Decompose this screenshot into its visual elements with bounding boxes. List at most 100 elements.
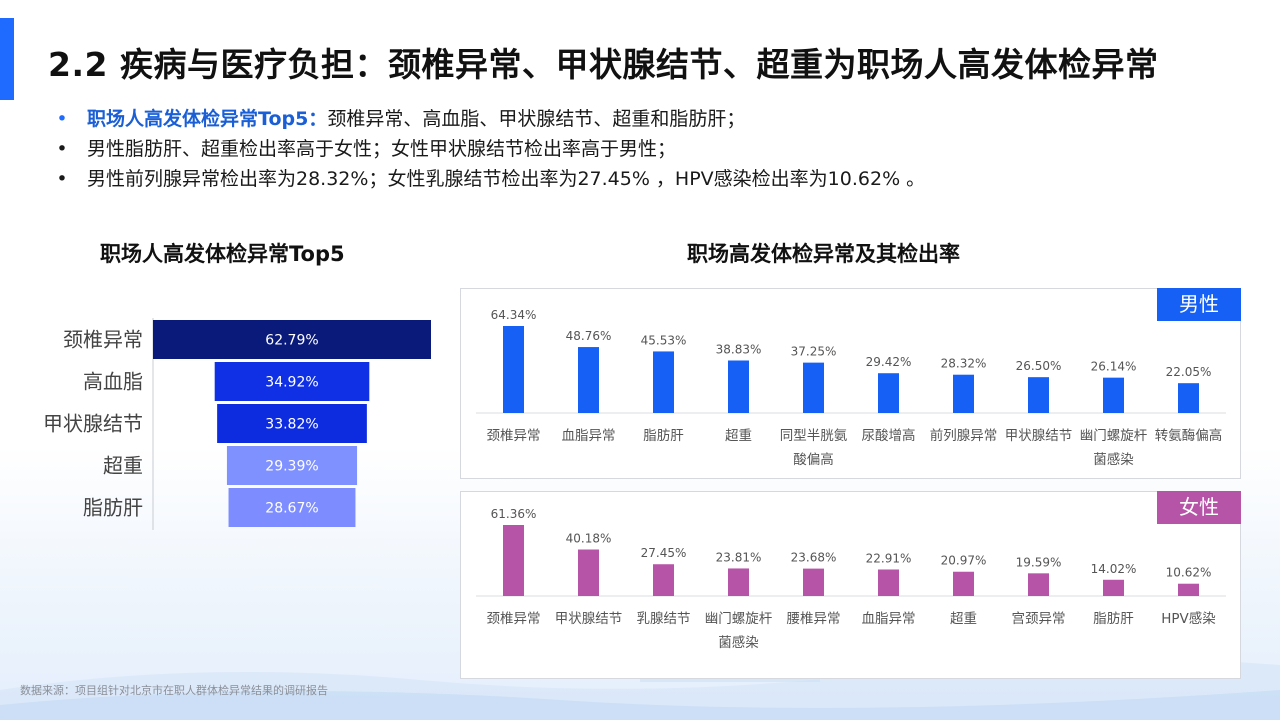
bar-value-label: 23.81% — [716, 550, 762, 564]
funnel-category-label: 颈椎异常 — [63, 328, 143, 352]
funnel-value-label: 28.67% — [265, 501, 318, 517]
category-label: 幽门螺旋杆 — [1080, 428, 1148, 444]
bullet-lead: 职场人高发体检异常Top5： — [87, 108, 328, 130]
bar — [653, 351, 674, 413]
bar-value-label: 23.68% — [791, 551, 837, 565]
funnel-bar — [214, 362, 370, 401]
bar — [578, 549, 599, 596]
bar — [1028, 573, 1049, 596]
category-label: 脂肪肝 — [1093, 611, 1134, 627]
category-label: 脂肪肝 — [643, 428, 684, 444]
bullet-text: 颈椎异常、高血脂、甲状腺结节、超重和脂肪肝； — [327, 108, 746, 130]
funnel-chart-title: 职场人高发体检异常Top5 — [100, 242, 345, 266]
category-label: 转氨酶偏高 — [1155, 427, 1223, 444]
female-bar-chart: 61.36% 颈椎异常 40.18% 甲状腺结节 27.45% 乳腺结节 23.81% 幽门螺… — [476, 507, 1226, 651]
bar-value-label: 20.97% — [941, 554, 987, 568]
female-chart-panel: 61.36% 颈椎异常 40.18% 甲状腺结节 27.45% 乳腺结节 23.81% 幽门螺… — [460, 491, 1241, 679]
title-accent-bar — [0, 18, 14, 100]
category-label: 酸偏高 — [793, 451, 834, 468]
funnel-bar — [226, 446, 358, 485]
bar-value-label: 26.14% — [1091, 360, 1137, 374]
bar-value-label: 26.50% — [1016, 359, 1062, 373]
bar — [503, 326, 524, 413]
bar-value-label: 61.36% — [491, 507, 537, 521]
bar-value-label: 19.59% — [1016, 555, 1062, 569]
bar-value-label: 48.76% — [566, 329, 612, 343]
funnel-chart: 62.79% 颈椎异常 34.92% 高血脂 33.82% 甲状腺结节 29.39% 超重 28… — [43, 318, 431, 530]
male-bar-chart: 64.34% 颈椎异常 48.76% 血脂异常 45.53% 脂肪肝 38.83% 超重 37.… — [476, 308, 1226, 468]
bar-value-label: 22.91% — [866, 551, 912, 565]
funnel-category-label: 高血脂 — [83, 370, 143, 394]
bar-value-label: 27.45% — [641, 546, 687, 560]
category-label: 血脂异常 — [862, 611, 916, 627]
category-label: 同型半胱氨 — [780, 428, 848, 444]
bar — [803, 362, 824, 413]
bar — [653, 564, 674, 596]
funnel-category-label: 超重 — [103, 454, 143, 478]
bullet-marker: • — [56, 108, 68, 130]
funnel-value-label: 33.82% — [265, 417, 318, 433]
bar-value-label: 10.62% — [1166, 566, 1212, 580]
page-title: 2.2 疾病与医疗负担：颈椎异常、甲状腺结节、超重为职场人高发体检异常 — [48, 45, 1159, 84]
category-label: 甲状腺结节 — [1005, 428, 1073, 444]
category-label: HPV感染 — [1161, 610, 1216, 627]
funnel-category-label: 甲状腺结节 — [43, 412, 143, 436]
category-label: 宫颈异常 — [1012, 611, 1066, 627]
bar — [728, 568, 749, 596]
category-label: 甲状腺结节 — [555, 611, 623, 627]
bar — [728, 360, 749, 413]
female-tag: 女性 — [1157, 491, 1241, 524]
bar — [1028, 377, 1049, 413]
bullet-list: • 职场人高发体检异常Top5：颈椎异常、高血脂、甲状腺结节、超重和脂肪肝； •… — [55, 104, 1255, 194]
bar — [803, 568, 824, 596]
bar-chart-title: 职场高发体检异常及其检出率 — [687, 242, 960, 266]
category-label: 超重 — [725, 428, 752, 444]
bar-value-label: 37.25% — [791, 345, 837, 359]
bullet-item: • 男性脂肪肝、超重检出率高于女性；女性甲状腺结节检出率高于男性； — [55, 134, 1255, 164]
bar-value-label: 22.05% — [1166, 365, 1212, 379]
category-label: 乳腺结节 — [637, 611, 691, 627]
bullet-marker: • — [56, 168, 68, 190]
category-label: 菌感染 — [718, 634, 759, 651]
funnel-value-label: 29.39% — [265, 459, 318, 475]
bar-value-label: 45.53% — [641, 333, 687, 347]
bar — [1178, 383, 1199, 413]
funnel-category-label: 脂肪肝 — [83, 496, 143, 520]
bar — [878, 569, 899, 596]
category-label: 颈椎异常 — [487, 611, 541, 627]
funnel-value-label: 62.79% — [265, 333, 318, 349]
bar — [503, 525, 524, 596]
bar — [578, 347, 599, 413]
bar — [878, 373, 899, 413]
category-label: 前列腺异常 — [930, 427, 998, 444]
bar-value-label: 29.42% — [866, 355, 912, 369]
funnel-bar — [153, 320, 431, 359]
bar-value-label: 14.02% — [1091, 562, 1137, 576]
bullet-item: • 男性前列腺异常检出率为28.32%；女性乳腺结节检出率为27.45% ，HP… — [55, 164, 1255, 194]
male-tag: 男性 — [1157, 288, 1241, 321]
bar-value-label: 38.83% — [716, 342, 762, 356]
category-label: 腰椎异常 — [787, 611, 841, 627]
bullet-text: 男性前列腺异常检出率为28.32%；女性乳腺结节检出率为27.45% ，HPV感… — [87, 168, 926, 190]
bar — [953, 571, 974, 596]
category-label: 幽门螺旋杆 — [705, 611, 773, 627]
funnel-bar — [228, 488, 356, 527]
data-source-note: 数据来源：项目组针对北京市在职人群体检异常结果的调研报告 — [20, 684, 328, 697]
bullet-text: 男性脂肪肝、超重检出率高于女性；女性甲状腺结节检出率高于男性； — [87, 138, 677, 160]
bullet-marker: • — [56, 138, 68, 160]
category-label: 超重 — [950, 611, 977, 627]
category-label: 血脂异常 — [562, 428, 616, 444]
bar — [1103, 377, 1124, 413]
category-label: 菌感染 — [1093, 451, 1134, 468]
bar-value-label: 40.18% — [566, 532, 612, 546]
bar — [1103, 579, 1124, 596]
funnel-bar — [217, 404, 367, 443]
bar-value-label: 28.32% — [941, 357, 987, 371]
funnel-value-label: 34.92% — [265, 375, 318, 391]
male-chart-panel: 64.34% 颈椎异常 48.76% 血脂异常 45.53% 脂肪肝 38.83% 超重 37.… — [460, 288, 1241, 479]
bar — [1178, 583, 1199, 596]
bar — [953, 374, 974, 413]
category-label: 尿酸增高 — [862, 427, 916, 444]
bullet-item: • 职场人高发体检异常Top5：颈椎异常、高血脂、甲状腺结节、超重和脂肪肝； — [55, 104, 1255, 134]
bar-value-label: 64.34% — [491, 308, 537, 322]
